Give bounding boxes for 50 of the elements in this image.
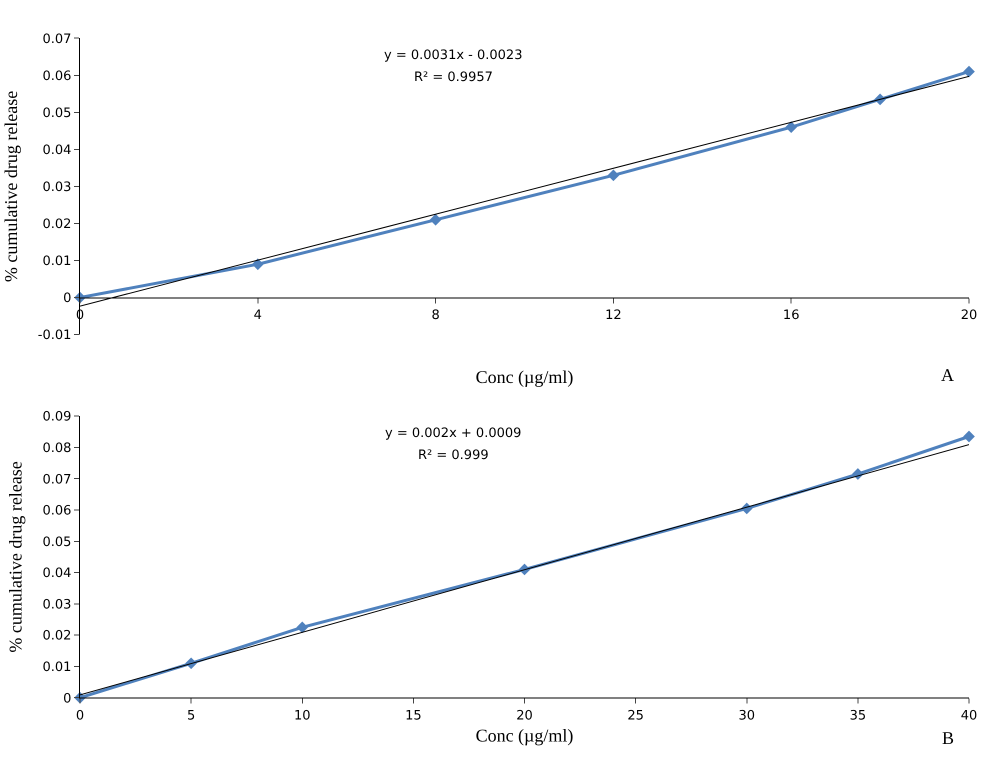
point bbox=[430, 214, 442, 226]
y-tick-label: 0.05 bbox=[42, 534, 72, 550]
y-tick-label: 0.08 bbox=[42, 440, 72, 456]
y-tick-label: -0.01 bbox=[38, 328, 72, 344]
y-tick-label: 0.06 bbox=[42, 504, 72, 519]
y-tick-label: 0.01 bbox=[42, 660, 72, 675]
point bbox=[252, 258, 264, 270]
y-tick-label: 0.07 bbox=[42, 472, 72, 488]
y-tick-label: 0.02 bbox=[42, 217, 72, 232]
x-tick-label: 20 bbox=[960, 308, 978, 324]
y-tick-label: 0.03 bbox=[42, 180, 72, 195]
y-tick-label: 0.05 bbox=[42, 106, 72, 121]
point bbox=[608, 169, 620, 182]
x-tick-label: 15 bbox=[405, 708, 422, 724]
x-tick-label: 40 bbox=[960, 708, 978, 724]
point bbox=[963, 430, 975, 442]
y-tick-label: 0 bbox=[63, 691, 72, 706]
x-tick-label: 20 bbox=[516, 708, 533, 724]
y-axis-title: % cumulative drug release bbox=[0, 90, 21, 282]
y-tick-label: 0 bbox=[63, 291, 72, 306]
annotation: y = 0.002x + 0.0009 bbox=[385, 426, 522, 441]
point bbox=[296, 621, 308, 634]
x-tick-label: 0 bbox=[76, 708, 84, 724]
y-axis-title: % cumulative drug release bbox=[6, 461, 26, 653]
x-tick-label: 35 bbox=[850, 708, 866, 724]
x-tick-label: 25 bbox=[627, 708, 644, 724]
text: A bbox=[941, 365, 954, 385]
y-tick-label: 0.04 bbox=[42, 142, 72, 158]
y-tick-label: 0.01 bbox=[42, 254, 72, 270]
x-tick-label: 4 bbox=[254, 308, 262, 324]
point bbox=[785, 121, 798, 133]
x-tick-label: 30 bbox=[738, 708, 756, 724]
y-tick-label: 0.02 bbox=[42, 628, 72, 644]
point bbox=[963, 66, 975, 78]
y-tick-label: 0.09 bbox=[42, 410, 72, 425]
y-tick-label: 0.07 bbox=[42, 32, 72, 47]
x-axis-title: Conc (µg/ml) bbox=[476, 366, 574, 387]
annotation: R² = 0.9957 bbox=[414, 70, 493, 85]
y-tick-label: 0.04 bbox=[42, 566, 72, 582]
x-axis-title: Conc (µg/ml) bbox=[476, 725, 574, 746]
y-tick-label: 0.03 bbox=[42, 597, 72, 612]
x-tick-label: 5 bbox=[186, 708, 196, 724]
x-tick-label: 12 bbox=[605, 308, 622, 324]
x-tick-label: 16 bbox=[782, 308, 800, 324]
text: B bbox=[942, 728, 954, 748]
x-tick-label: 8 bbox=[431, 308, 440, 324]
y-tick-label: 0.06 bbox=[42, 68, 72, 84]
annotation: R² = 0.999 bbox=[418, 448, 489, 463]
x-tick-label: 10 bbox=[294, 708, 311, 724]
annotation: y = 0.0031x - 0.0023 bbox=[384, 48, 522, 63]
